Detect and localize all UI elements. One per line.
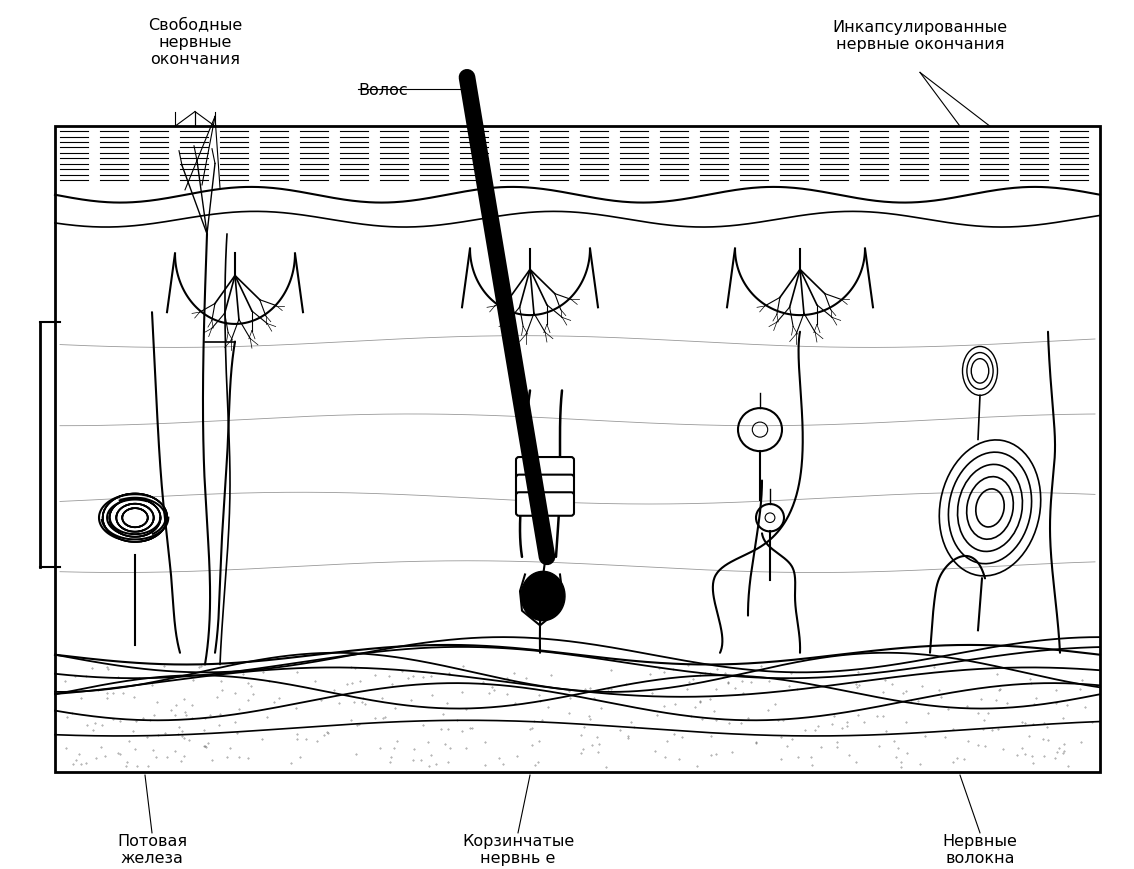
Text: Потовая
железа: Потовая железа (117, 833, 187, 866)
Polygon shape (521, 572, 565, 621)
Text: Нервные
волокна: Нервные волокна (942, 833, 1017, 866)
Bar (56, 127, 1100, 773)
FancyBboxPatch shape (516, 493, 574, 516)
Text: Волос: Волос (358, 83, 407, 97)
Text: Свободные
нервные
окончания: Свободные нервные окончания (147, 17, 243, 67)
Text: Инкапсулированные
нервные окончания: Инкапсулированные нервные окончания (832, 19, 1008, 52)
FancyBboxPatch shape (516, 457, 574, 481)
Text: Корзинчатые
нервнь е: Корзинчатые нервнь е (462, 833, 574, 866)
FancyBboxPatch shape (516, 475, 574, 499)
